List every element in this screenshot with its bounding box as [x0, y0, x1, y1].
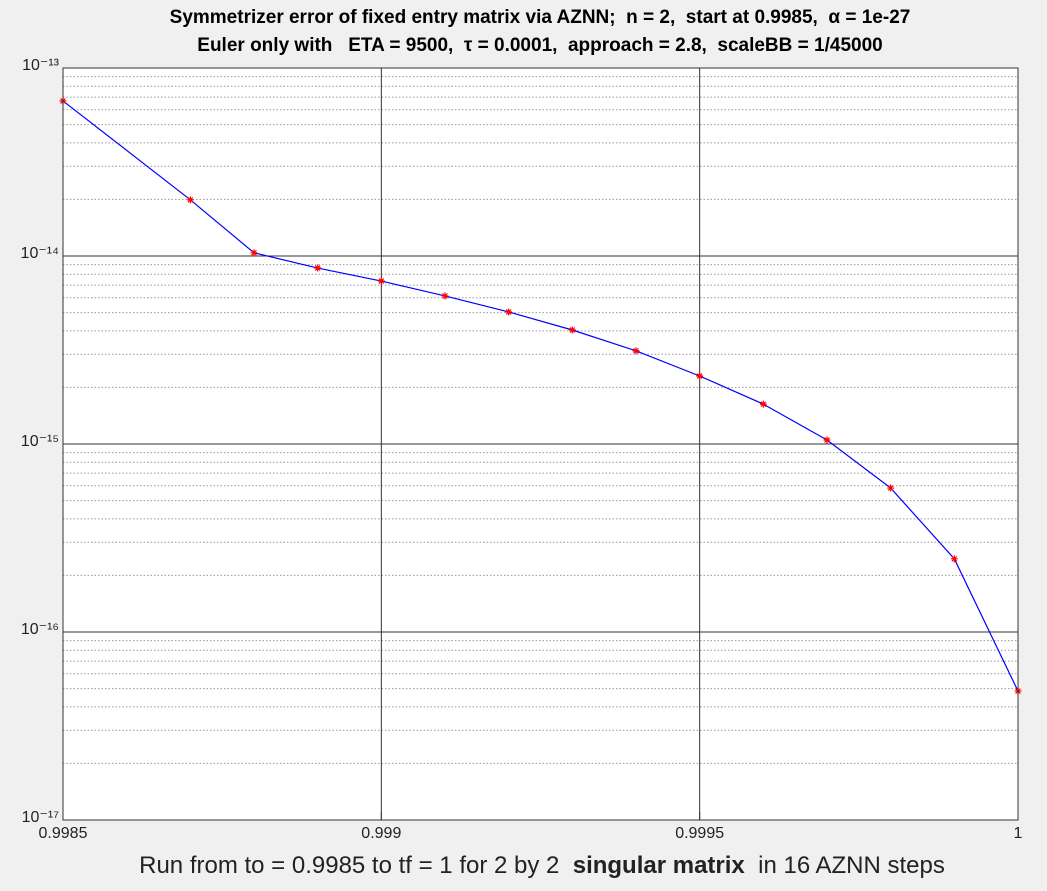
plot-border: [62, 67, 1019, 821]
data-marker: [696, 372, 704, 380]
x-tick-label: 1: [1014, 825, 1023, 842]
y-tick-label: 10⁻¹⁷: [22, 809, 60, 826]
data-marker: [505, 308, 513, 316]
data-marker: [950, 555, 958, 563]
data-marker: [441, 292, 449, 300]
y-tick-label: 10⁻¹⁵: [21, 433, 59, 450]
x-tick-label: 0.999: [361, 825, 401, 842]
data-marker: [823, 436, 831, 444]
x-tick-label: 0.9985: [39, 825, 88, 842]
data-marker: [759, 400, 767, 408]
data-marker: [377, 277, 385, 285]
y-tick-label: 10⁻¹⁴: [21, 245, 60, 262]
data-marker: [314, 264, 322, 272]
y-tick-label: 10⁻¹³: [22, 57, 60, 74]
data-marker: [568, 326, 576, 334]
x-label-part: in 16 AZNN steps: [745, 852, 945, 879]
x-label-part: singular matrix: [573, 852, 746, 879]
y-tick-label: 10⁻¹⁶: [21, 621, 59, 638]
x-tick-label: 0.9995: [675, 825, 724, 842]
data-marker: [250, 249, 258, 257]
chart-subtitle: Euler only with ETA = 9500, τ = 0.0001, …: [197, 35, 882, 56]
x-axis-label: Run from to = 0.9985 to tf = 1 for 2 by …: [139, 852, 945, 879]
x-label-part: Run from to = 0.9985 to tf = 1 for 2 by …: [139, 852, 573, 879]
data-marker: [887, 484, 895, 492]
data-marker: [632, 347, 640, 355]
data-marker: [186, 196, 194, 204]
chart-title: Symmetrizer error of fixed entry matrix …: [170, 7, 911, 28]
